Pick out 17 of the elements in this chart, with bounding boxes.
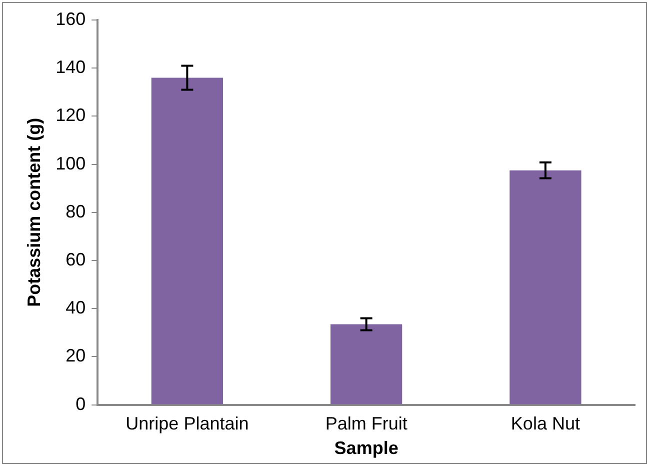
bar bbox=[151, 78, 224, 404]
bar bbox=[330, 324, 402, 404]
y-tick-label: 40 bbox=[66, 298, 86, 318]
y-tick-label: 20 bbox=[66, 346, 86, 366]
x-axis-title: Sample bbox=[334, 438, 398, 458]
y-tick-label: 60 bbox=[66, 249, 86, 270]
y-tick-label: 0 bbox=[76, 394, 86, 414]
y-tick-label: 100 bbox=[56, 153, 86, 174]
y-axis-title: Potassium content (g) bbox=[24, 118, 44, 307]
x-tick-label: Unripe Plantain bbox=[126, 414, 249, 434]
y-tick-label: 160 bbox=[56, 8, 86, 29]
y-tick-label: 120 bbox=[56, 105, 86, 126]
x-tick-label: Kola Nut bbox=[510, 414, 580, 434]
y-tick-label: 140 bbox=[56, 57, 86, 78]
bar bbox=[510, 170, 582, 404]
y-tick-label: 80 bbox=[66, 201, 86, 222]
x-tick-label: Palm Fruit bbox=[325, 414, 408, 434]
